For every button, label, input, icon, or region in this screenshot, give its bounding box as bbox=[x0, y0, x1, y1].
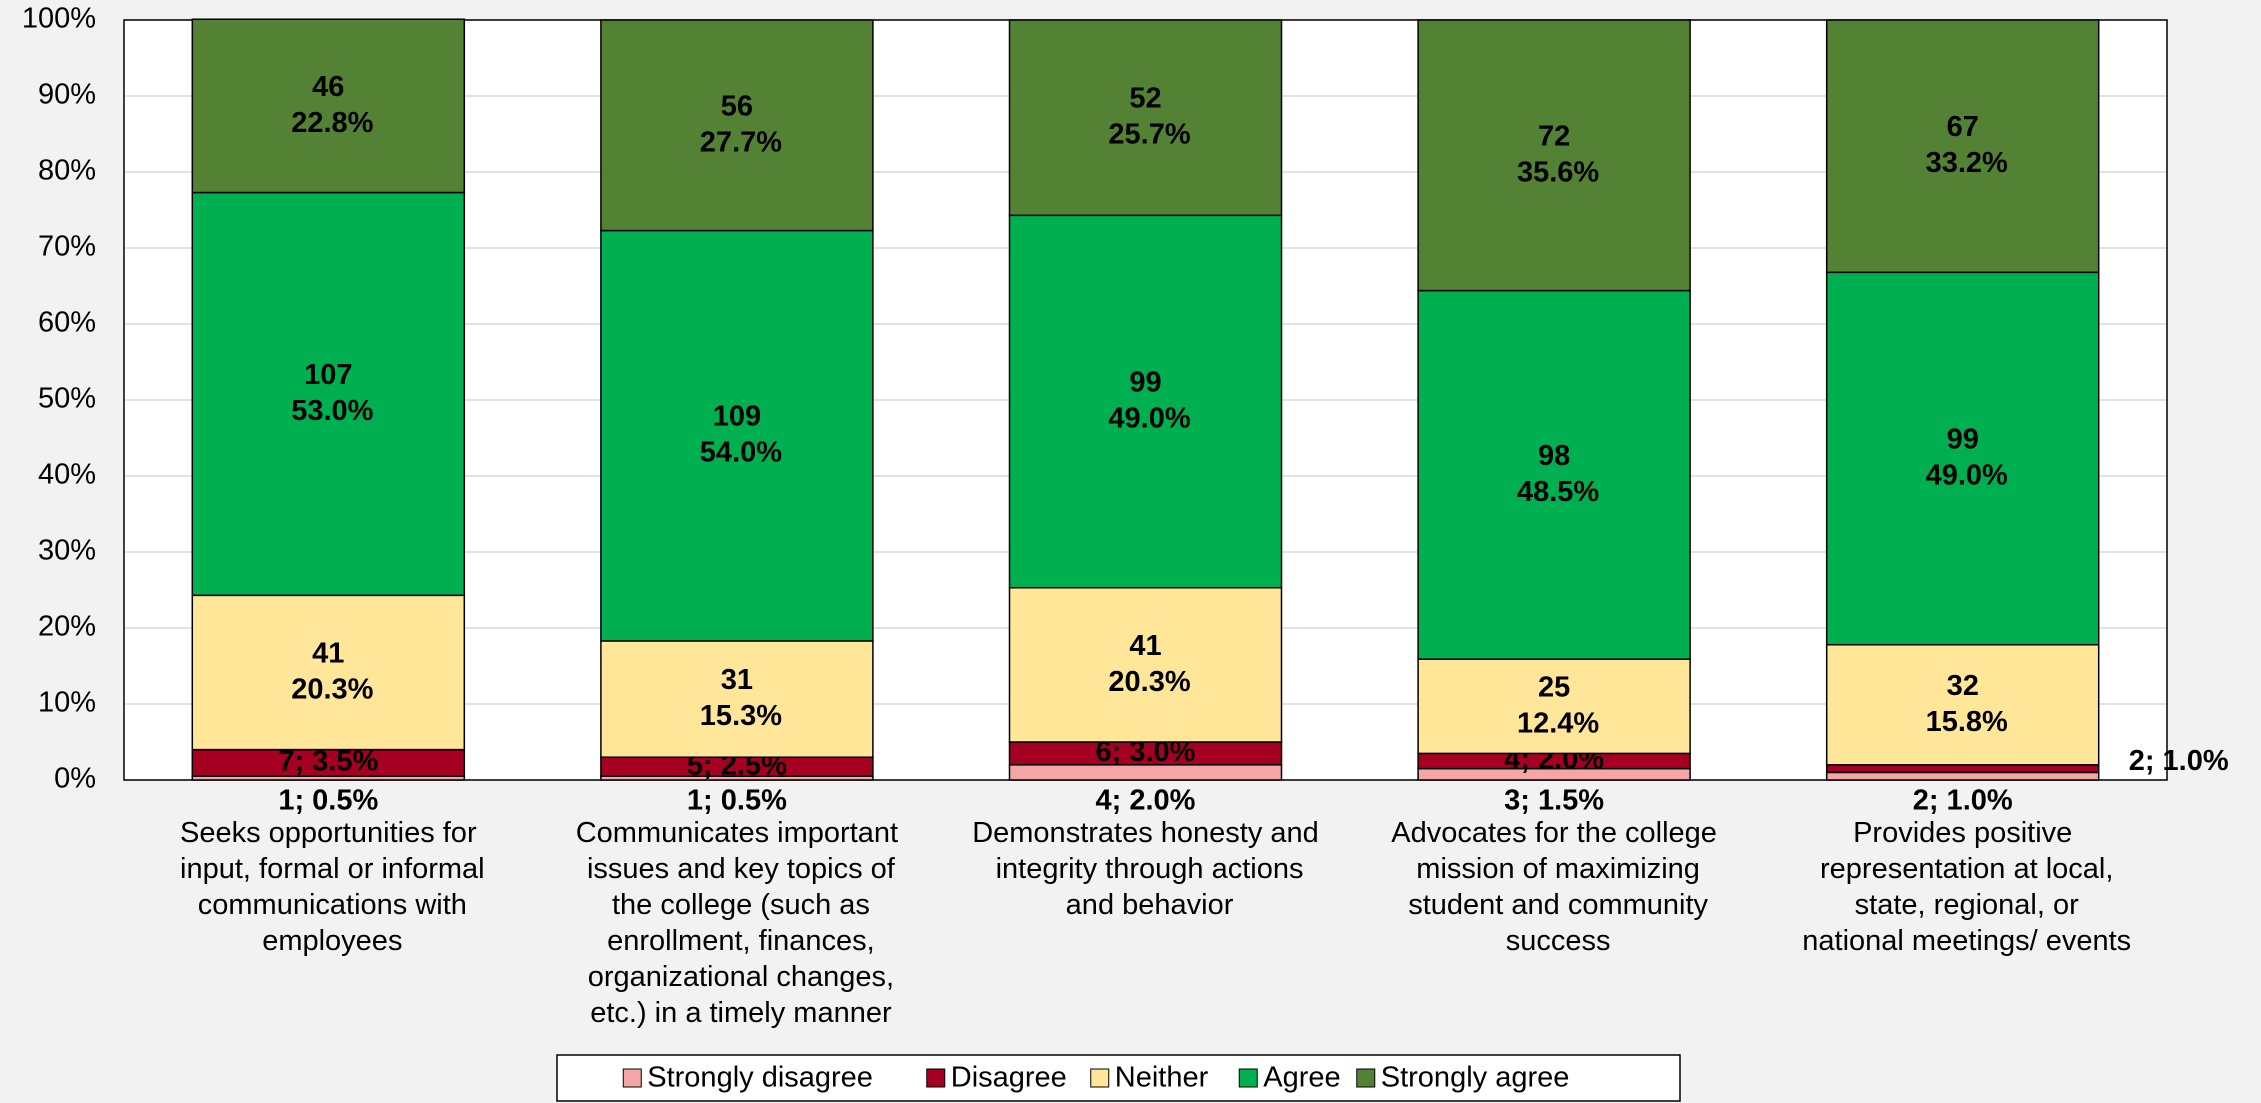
bar-segment bbox=[1417, 658, 1691, 755]
data-label: 41 20.3% bbox=[283, 637, 373, 705]
legend-box bbox=[556, 1054, 1681, 1102]
data-label: 2; 1.0% bbox=[1913, 785, 2013, 817]
bar-segment bbox=[1825, 643, 2100, 766]
bar-segment bbox=[600, 19, 874, 232]
bar-segment bbox=[1825, 764, 2100, 774]
legend-label: Neither bbox=[1115, 1062, 1209, 1094]
data-label: 56 27.7% bbox=[692, 90, 782, 158]
data-label: 7; 3.5% bbox=[278, 746, 378, 778]
data-label: 1; 0.5% bbox=[278, 785, 378, 817]
legend-swatch bbox=[926, 1068, 946, 1088]
bar-segment bbox=[191, 18, 466, 194]
y-tick-label: 0% bbox=[54, 763, 96, 795]
x-tick-label: Provides positive representation at loca… bbox=[1794, 817, 2131, 957]
x-tick-label: Advocates for the college mission of max… bbox=[1391, 817, 1717, 957]
y-tick-label: 70% bbox=[38, 231, 96, 263]
data-label: 67 33.2% bbox=[1918, 111, 2008, 179]
data-label: 41 20.3% bbox=[1100, 630, 1190, 698]
bar-segment bbox=[1825, 19, 2100, 274]
bar-segment bbox=[1825, 271, 2100, 646]
x-tick-label: Seeks opportunities for input, formal or… bbox=[172, 817, 485, 957]
y-tick-label: 20% bbox=[38, 611, 96, 643]
data-label: 52 25.7% bbox=[1100, 82, 1190, 150]
data-label: 109 54.0% bbox=[692, 400, 782, 468]
data-label: 3; 1.5% bbox=[1504, 785, 1604, 817]
bar-segment bbox=[1417, 19, 1691, 292]
y-tick-label: 80% bbox=[38, 155, 96, 187]
legend-swatch bbox=[1238, 1068, 1258, 1088]
data-label: 107 53.0% bbox=[283, 359, 373, 427]
y-tick-label: 30% bbox=[38, 535, 96, 567]
legend-swatch bbox=[622, 1068, 642, 1088]
legend-label: Agree bbox=[1263, 1062, 1340, 1094]
y-tick-label: 90% bbox=[38, 79, 96, 111]
y-tick-label: 50% bbox=[38, 383, 96, 415]
data-label: 31 15.3% bbox=[692, 664, 782, 732]
data-label: 72 35.6% bbox=[1509, 120, 1599, 188]
bar-segment bbox=[191, 191, 466, 597]
data-label: 2; 1.0% bbox=[2129, 745, 2229, 777]
legend: Strongly disagree Disagree Neither Agree Str… bbox=[556, 1054, 1681, 1102]
data-label: 99 49.0% bbox=[1918, 423, 2008, 491]
data-label: 4; 2.0% bbox=[1096, 785, 1196, 817]
data-label: 25 12.4% bbox=[1509, 671, 1599, 739]
y-tick-label: 40% bbox=[38, 459, 96, 491]
y-tick-label: 60% bbox=[38, 307, 96, 339]
y-tick-label: 100% bbox=[22, 3, 96, 35]
data-label: 46 22.8% bbox=[283, 71, 373, 139]
bar-segment bbox=[600, 640, 874, 758]
bar-segment bbox=[1825, 771, 2100, 781]
legend-swatch bbox=[1356, 1068, 1376, 1088]
data-label: 32 15.8% bbox=[1918, 669, 2008, 737]
x-tick-label: Communicates important issues and key to… bbox=[576, 817, 898, 1029]
legend-label: Strongly agree bbox=[1381, 1062, 1570, 1094]
legend-swatch bbox=[1090, 1068, 1110, 1088]
data-label: 99 49.0% bbox=[1100, 366, 1190, 434]
bar-segment bbox=[1008, 586, 1283, 743]
bar-segment bbox=[1417, 289, 1691, 660]
bar-segment bbox=[191, 748, 466, 777]
bar-segment bbox=[600, 229, 874, 642]
data-label: 1; 0.5% bbox=[687, 785, 787, 817]
x-tick-label: Demonstrates honesty and integrity throu… bbox=[972, 817, 1319, 921]
bar-segment bbox=[1008, 19, 1283, 217]
bar-segment bbox=[191, 594, 466, 751]
legend-label: Strongly disagree bbox=[647, 1062, 873, 1094]
legend-label: Disagree bbox=[951, 1062, 1067, 1094]
data-label: 98 48.5% bbox=[1509, 440, 1599, 508]
bar-segment bbox=[1008, 214, 1283, 589]
y-tick-label: 10% bbox=[38, 687, 96, 719]
